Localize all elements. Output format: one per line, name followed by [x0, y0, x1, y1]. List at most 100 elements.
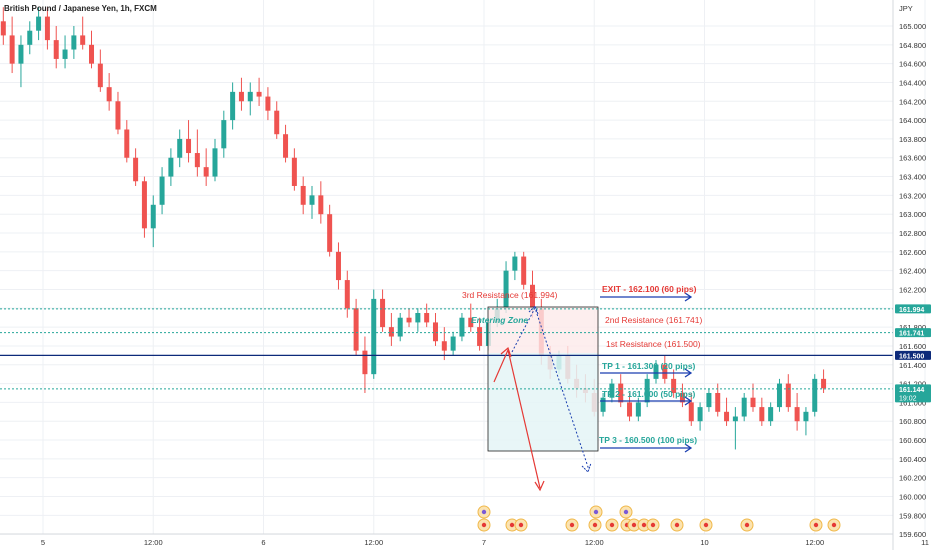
y-tick-label: 161.400: [899, 361, 926, 370]
candle-body: [18, 44, 24, 64]
candle-body: [186, 138, 192, 154]
candle-body: [803, 411, 809, 422]
candle-body: [0, 21, 6, 36]
y-tick-label: 161.600: [899, 342, 926, 351]
candle-body: [115, 101, 121, 130]
candle-body: [238, 91, 244, 102]
event-marker-dot: [674, 522, 680, 528]
candle-body: [124, 129, 130, 158]
candle-body: [635, 402, 641, 417]
event-marker-dot: [631, 522, 637, 528]
event-marker-dot: [592, 522, 598, 528]
y-tick-label: 161.000: [899, 398, 926, 407]
candle-body: [362, 350, 368, 375]
event-marker-dot: [831, 522, 837, 528]
price-label-text: 161.994: [899, 307, 924, 314]
event-marker-dot: [569, 522, 575, 528]
candle-body: [679, 392, 685, 403]
candle-body: [750, 397, 756, 408]
candle-body: [27, 30, 33, 45]
candle-body: [265, 96, 271, 111]
candle-body: [785, 383, 791, 408]
y-tick-label: 162.400: [899, 267, 926, 276]
candle-body: [97, 63, 103, 88]
candle-body: [397, 317, 403, 337]
price-label-box: [895, 304, 931, 314]
candle-body: [821, 378, 827, 389]
event-marker-dot: [518, 522, 524, 528]
event-marker-dot: [623, 509, 629, 515]
candle-body: [468, 317, 474, 328]
event-marker-dot: [650, 522, 656, 528]
candle-body: [688, 402, 694, 422]
price-label-box: [895, 384, 931, 403]
event-marker-dot: [481, 509, 487, 515]
candle-body: [697, 407, 703, 422]
candle-body: [71, 35, 77, 50]
candle-body: [459, 317, 465, 337]
candle-body: [150, 204, 156, 229]
y-tick-label: 161.800: [899, 323, 926, 332]
resistance-zone: [488, 307, 598, 353]
candle-body: [133, 157, 139, 182]
price-label-text: 161.144: [899, 387, 924, 394]
tp1-label: TP 1 - 161.300 (20 pips): [602, 361, 696, 371]
candle-body: [80, 35, 86, 45]
candle-body: [441, 341, 447, 351]
candle-body: [406, 317, 412, 323]
down-path-arrow: [493, 348, 541, 489]
x-tick-label: 12:00: [144, 538, 163, 547]
y-tick-label: 164.000: [899, 116, 926, 125]
candle-body: [300, 185, 306, 205]
tp1-arrow: [600, 368, 693, 378]
y-tick-label: 163.000: [899, 210, 926, 219]
x-tick-label: 12:00: [364, 538, 383, 547]
candle-body: [353, 308, 359, 351]
resistance-2-label: 2nd Resistance (161.741): [605, 315, 703, 325]
economic-events[interactable]: [477, 505, 841, 532]
exit-label: EXIT - 162.100 (60 pips): [602, 284, 697, 294]
event-marker-dot: [813, 522, 819, 528]
tp3-label: TP 3 - 160.500 (100 pips): [599, 435, 697, 445]
y-tick-label: 162.800: [899, 229, 926, 238]
candle-body: [477, 327, 483, 346]
candle-body: [653, 364, 659, 379]
x-tick-label: 12:00: [585, 538, 604, 547]
candle-body: [503, 270, 509, 309]
x-tick-label: 6: [261, 538, 265, 547]
candle-body: [141, 181, 147, 229]
price-label-text: 161.741: [899, 331, 924, 338]
candle-body: [724, 411, 730, 422]
candle-body: [318, 195, 324, 215]
x-tick-label: 10: [700, 538, 708, 547]
candle-body: [53, 40, 59, 59]
candle-body: [168, 157, 174, 177]
candle-body: [715, 392, 721, 412]
candle-body: [203, 167, 209, 177]
y-tick-label: 159.600: [899, 530, 926, 539]
candle-body: [380, 298, 386, 328]
y-tick-label: 165.000: [899, 22, 926, 31]
candle-body: [732, 416, 738, 422]
exit-arrow: [600, 292, 693, 302]
x-axis[interactable]: 512:00612:00712:001012:001112:001212:001…: [41, 538, 932, 547]
event-marker-dot: [481, 522, 487, 528]
candle-body: [768, 407, 774, 422]
candle-body: [283, 134, 289, 158]
candle-body: [274, 110, 280, 135]
candle-body: [609, 383, 615, 398]
y-tick-label: 160.200: [899, 474, 926, 483]
candle-body: [388, 327, 394, 337]
candle-body: [221, 120, 227, 149]
candle-body: [521, 256, 527, 285]
candle-body: [371, 298, 377, 375]
candle-body: [644, 378, 650, 403]
candle-body: [344, 280, 350, 309]
candle-body: [671, 378, 677, 393]
resistance-3-label: 3rd Resistance (161.994): [462, 290, 558, 300]
tp3-arrow: [600, 443, 693, 453]
candle-body: [327, 214, 333, 252]
